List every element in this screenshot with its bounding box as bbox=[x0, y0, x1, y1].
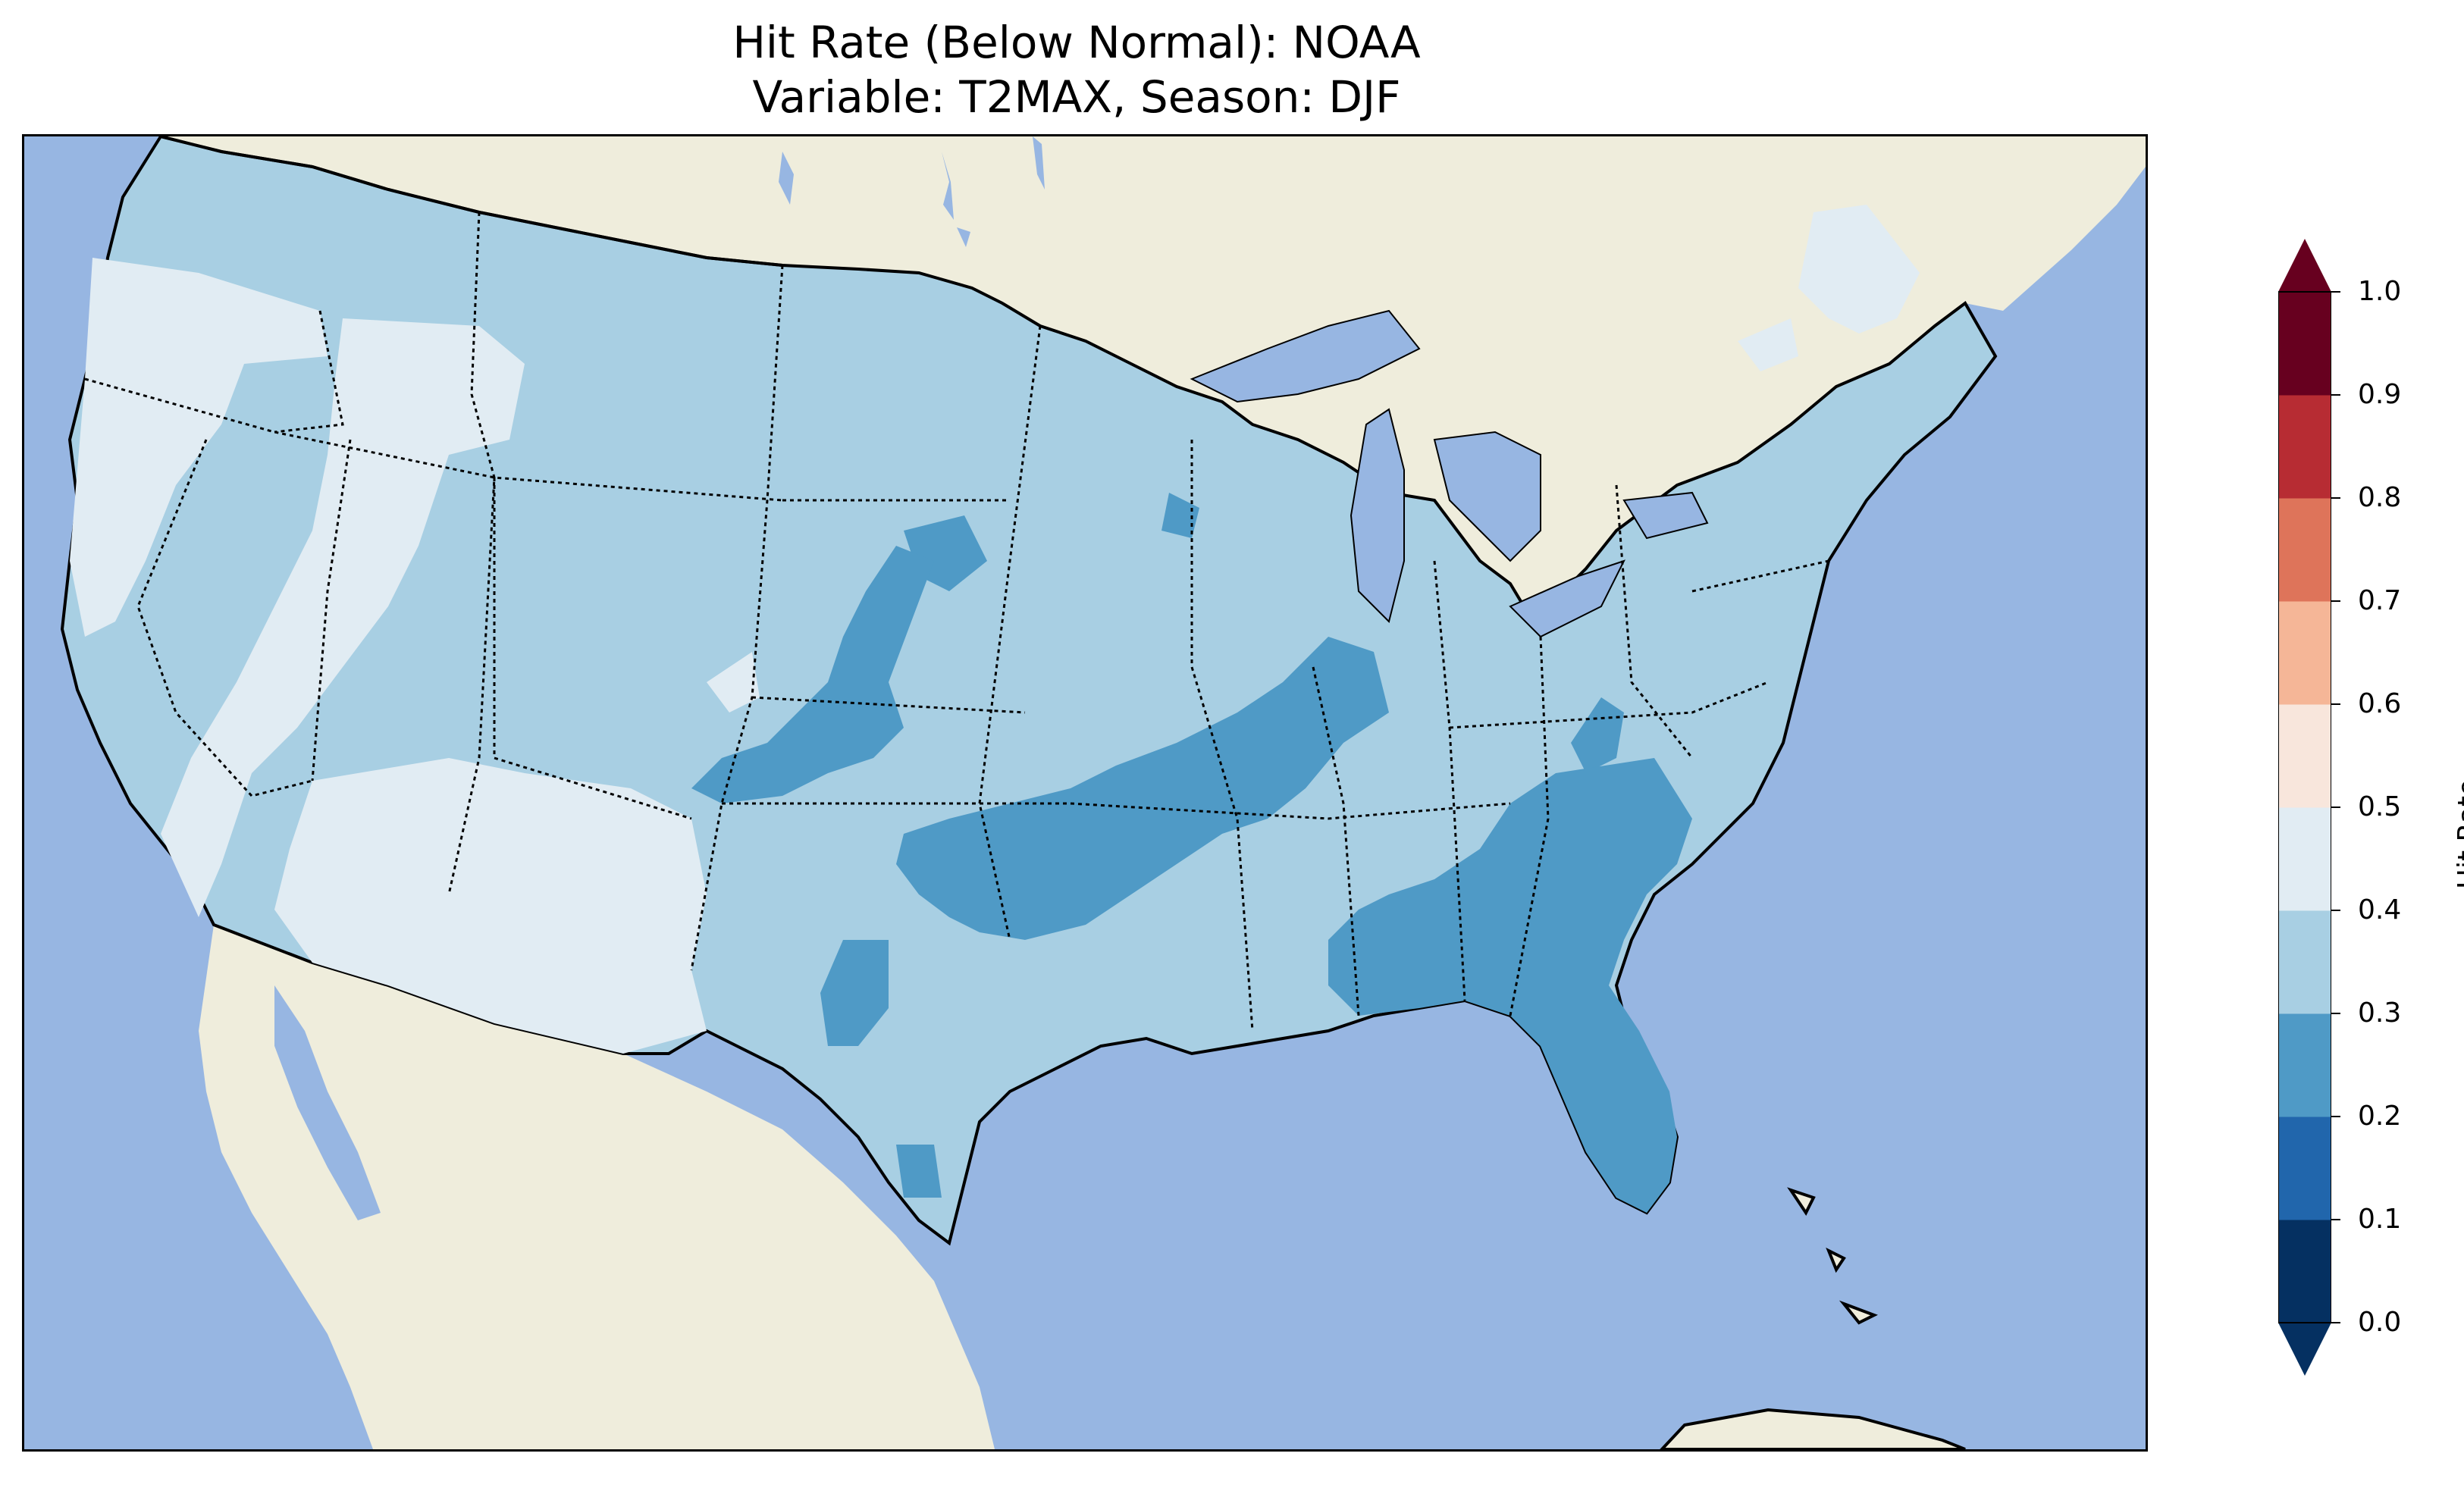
great-lakes bbox=[1190, 309, 1709, 638]
chart-subtitle: Variable: T2MAX, Season: DJF bbox=[752, 71, 1401, 123]
colorbar-tick-mark bbox=[2331, 910, 2340, 911]
colorbar-bin bbox=[2278, 395, 2331, 499]
hit-rate-0.2-0.3-regions bbox=[691, 493, 1692, 1213]
mexico-land bbox=[199, 925, 995, 1449]
colorbar-tick-label: 0.1 bbox=[2358, 1204, 2402, 1235]
colorbar-tick-mark bbox=[2331, 703, 2340, 705]
colorbar-bin bbox=[2278, 910, 2331, 1014]
colorbar-tick-mark bbox=[2331, 1322, 2340, 1323]
colorbar-label: Hit Rate bbox=[2453, 778, 2464, 890]
colorbar-tick-label: 0.5 bbox=[2358, 791, 2402, 822]
colorbar-tick-label: 0.9 bbox=[2358, 379, 2402, 410]
colorbar-tick-mark bbox=[2331, 497, 2340, 499]
colorbar-bin bbox=[2278, 292, 2331, 396]
map-panel bbox=[22, 134, 2148, 1452]
colorbar-tick-mark bbox=[2331, 1116, 2340, 1117]
colorbar bbox=[2278, 239, 2331, 1376]
colorbar-tick-mark bbox=[2331, 1219, 2340, 1220]
gulf-of-california bbox=[274, 985, 381, 1220]
colorbar-tick-label: 0.6 bbox=[2358, 688, 2402, 719]
colorbar-tick-label: 0.2 bbox=[2358, 1101, 2402, 1132]
colorbar-tick-mark bbox=[2331, 291, 2340, 293]
canada-us-border bbox=[160, 136, 783, 267]
colorbar-tick-label: 1.0 bbox=[2358, 276, 2402, 307]
colorbar-tick-label: 0.0 bbox=[2358, 1307, 2402, 1338]
colorbar-bin bbox=[2278, 1013, 2331, 1117]
colorbar-bin bbox=[2278, 704, 2331, 808]
colorbar-bin bbox=[2278, 807, 2331, 911]
colorbar-tick-mark bbox=[2331, 600, 2340, 602]
baja-peninsula bbox=[221, 985, 381, 1364]
chart-title: Hit Rate (Below Normal): NOAA bbox=[732, 17, 1421, 68]
colorbar-tick-mark bbox=[2331, 807, 2340, 808]
colorbar-bin bbox=[2278, 498, 2331, 602]
colorbar-bin bbox=[2278, 1220, 2331, 1323]
state-borders bbox=[84, 211, 1829, 1032]
colorbar-bin bbox=[2278, 1117, 2331, 1220]
bahamas bbox=[1787, 1187, 1878, 1325]
colorbar-tick-mark bbox=[2331, 394, 2340, 396]
colorbar-tick-label: 0.4 bbox=[2358, 894, 2402, 926]
colorbar-tick-label: 0.8 bbox=[2358, 482, 2402, 513]
cuba bbox=[1660, 1408, 1966, 1449]
colorbar-tick-label: 0.3 bbox=[2358, 998, 2402, 1029]
colorbar-tick-mark bbox=[2331, 1013, 2340, 1014]
colorbar-bin bbox=[2278, 601, 2331, 705]
colorbar-extend-max bbox=[2278, 239, 2331, 292]
hit-rate-0.4-0.5-regions bbox=[70, 205, 1920, 1054]
map-svg bbox=[24, 136, 2146, 1449]
colorbar-extend-min bbox=[2278, 1323, 2331, 1376]
colorbar-tick-label: 0.7 bbox=[2358, 585, 2402, 616]
